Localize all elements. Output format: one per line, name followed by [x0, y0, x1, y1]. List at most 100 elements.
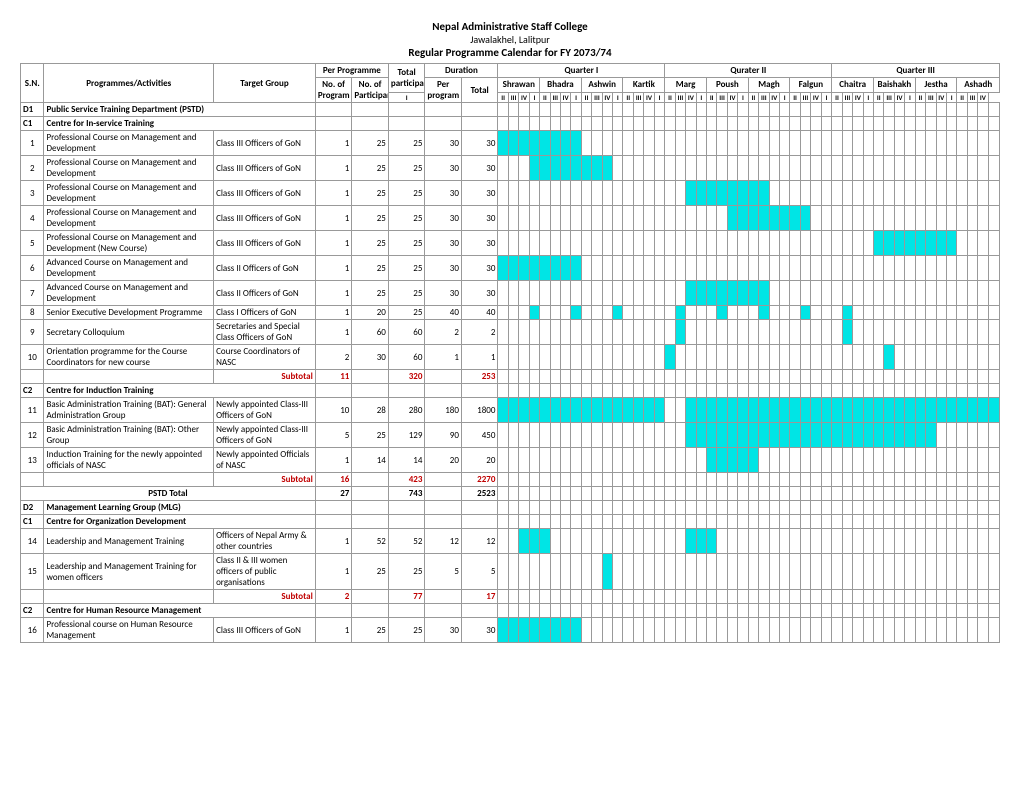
week-cell: [957, 206, 967, 231]
week-cell: [926, 501, 936, 515]
cell-sn: 12: [21, 423, 44, 448]
week-header: III: [884, 92, 894, 102]
week-cell: [498, 281, 508, 306]
week-cell: [748, 131, 758, 156]
week-cell: [498, 320, 508, 345]
week-cell: [821, 370, 832, 384]
week-cell: [842, 604, 852, 618]
week-cell: [550, 554, 560, 590]
week-cell: [571, 156, 581, 181]
week-cell: [800, 256, 810, 281]
week-cell: [654, 618, 665, 643]
week-cell: [884, 117, 894, 131]
week-cell: [957, 256, 967, 281]
week-cell: [654, 345, 665, 370]
week-cell: [769, 384, 779, 398]
week-cell: [717, 515, 727, 529]
week-cell: [613, 117, 623, 131]
week-cell: [821, 515, 832, 529]
week-cell: [811, 206, 821, 231]
week-cell: [529, 423, 539, 448]
week-cell: [560, 529, 570, 554]
week-cell: [863, 231, 873, 256]
week-cell: [560, 345, 570, 370]
week-cell: [550, 231, 560, 256]
week-cell: [769, 398, 779, 423]
week-cell: [915, 281, 925, 306]
week-cell: [821, 281, 832, 306]
week-cell: [706, 501, 716, 515]
week-cell: [884, 370, 894, 384]
week-cell: [581, 103, 591, 117]
week-cell: [936, 231, 946, 256]
subtotal-row: Subtotal27717: [21, 590, 1000, 604]
week-cell: [863, 590, 873, 604]
week-cell: [988, 384, 999, 398]
week-cell: [560, 487, 570, 501]
week-cell: [936, 515, 946, 529]
week-cell: [696, 487, 706, 501]
week-cell: [884, 281, 894, 306]
week-cell: [623, 554, 633, 590]
cell-prog: Professional Course on Management and De…: [44, 206, 214, 231]
week-cell: [832, 320, 842, 345]
week-header: II: [915, 92, 925, 102]
week-cell: [613, 423, 623, 448]
week-cell: [853, 501, 863, 515]
week-cell: [675, 117, 685, 131]
week-cell: [560, 206, 570, 231]
week-cell: [915, 206, 925, 231]
week-cell: [915, 473, 925, 487]
week-cell: [675, 181, 685, 206]
week-cell: [759, 618, 769, 643]
cell-prog: Professional Course on Management and De…: [44, 156, 214, 181]
week-cell: [748, 529, 758, 554]
week-cell: [623, 256, 633, 281]
cell-npart: 25: [352, 156, 389, 181]
week-cell: [644, 515, 654, 529]
week-cell: [696, 529, 706, 554]
week-cell: [821, 529, 832, 554]
week-cell: [675, 256, 685, 281]
week-cell: [540, 131, 550, 156]
week-header: IV: [769, 92, 779, 102]
week-cell: [686, 103, 696, 117]
week-cell: [946, 384, 956, 398]
week-cell: [800, 156, 810, 181]
week-cell: [779, 529, 789, 554]
week-cell: [623, 604, 633, 618]
cell-dur: 30: [425, 618, 462, 643]
week-cell: [988, 618, 999, 643]
week-cell: [592, 423, 602, 448]
week-cell: [769, 515, 779, 529]
week-cell: [967, 554, 977, 590]
week-cell: [863, 398, 873, 423]
week-cell: [978, 398, 988, 423]
week-cell: [905, 618, 915, 643]
week-cell: [581, 487, 591, 501]
week-cell: [560, 117, 570, 131]
week-cell: [853, 131, 863, 156]
week-cell: [540, 554, 550, 590]
week-cell: [686, 590, 696, 604]
week-cell: [779, 345, 789, 370]
week-cell: [581, 398, 591, 423]
week-cell: [571, 256, 581, 281]
week-cell: [623, 473, 633, 487]
cell-prog: Professional course on Human Resource Ma…: [44, 618, 214, 643]
week-cell: [811, 370, 821, 384]
week-cell: [748, 345, 758, 370]
week-cell: [508, 618, 518, 643]
week-cell: [957, 590, 967, 604]
week-header: IV: [602, 92, 612, 102]
week-cell: [894, 448, 904, 473]
week-cell: [946, 423, 956, 448]
week-cell: [706, 448, 716, 473]
week-cell: [623, 398, 633, 423]
week-cell: [863, 281, 873, 306]
week-cell: [519, 256, 529, 281]
week-cell: [748, 117, 758, 131]
week-cell: [832, 590, 842, 604]
week-cell: [654, 181, 665, 206]
week-cell: [717, 384, 727, 398]
